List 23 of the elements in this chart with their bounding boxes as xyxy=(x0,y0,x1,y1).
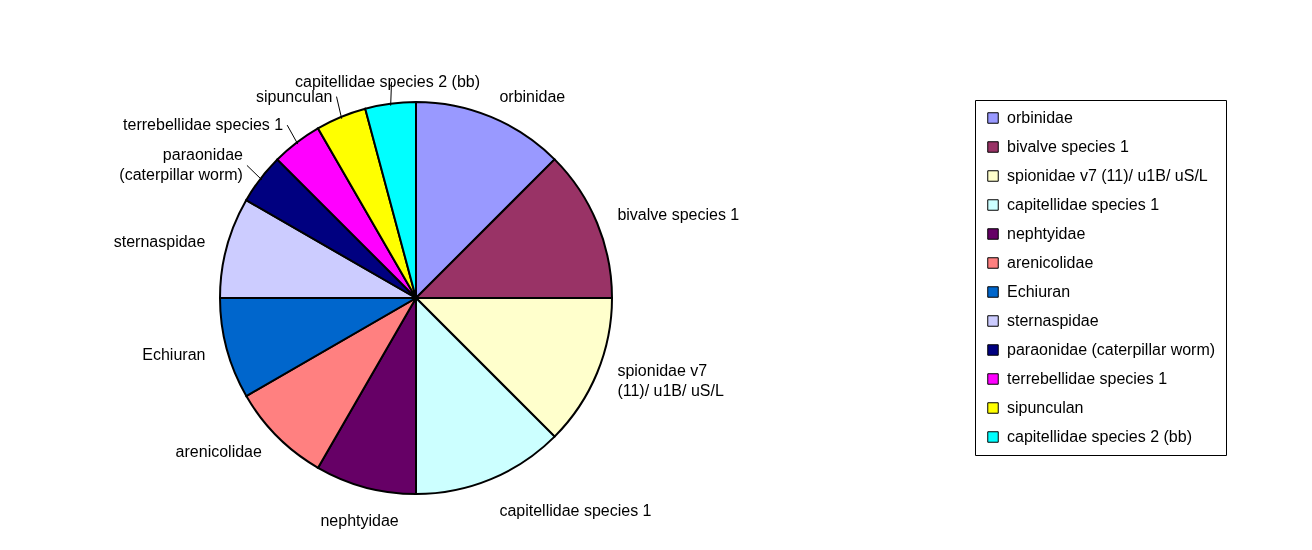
slice-label: orbinidae xyxy=(499,87,566,105)
legend-label: orbinidae xyxy=(1007,109,1073,126)
slice-label: capitellidae species 2 (bb) xyxy=(295,72,481,90)
slice-label: nephtyidae xyxy=(320,511,399,529)
legend-label: nephtyidae xyxy=(1007,225,1086,242)
legend-label: terrebellidae species 1 xyxy=(1007,370,1168,387)
legend-label: sipunculan xyxy=(1007,399,1084,416)
legend-label: capitellidae species 1 xyxy=(1007,196,1160,213)
legend-label: paraonidae (caterpillar worm) xyxy=(1007,341,1216,358)
legend-label: bivalve species 1 xyxy=(1007,138,1129,155)
slice-label: bivalve species 1 xyxy=(617,205,740,223)
slice-label: paraonidae (caterpillar worm) xyxy=(119,146,244,184)
slice-label: Echiuran xyxy=(142,345,206,363)
slice-label: sternaspidae xyxy=(113,232,206,250)
slice-label: arenicolidae xyxy=(175,443,262,461)
slice-label: terrebellidae species 1 xyxy=(123,116,284,134)
legend-label: arenicolidae xyxy=(1007,254,1094,271)
slice-label: spionidae v7 (11)/ u1B/ uS/L xyxy=(617,362,724,400)
legend-label: capitellidae species 2 (bb) xyxy=(1007,428,1192,445)
legend-label: sternaspidae xyxy=(1007,312,1099,329)
legend-label: Echiuran xyxy=(1007,283,1071,300)
legend-label: spionidae v7 (11)/ u1B/ uS/L xyxy=(1007,167,1208,184)
slice-label: capitellidae species 1 xyxy=(499,502,652,520)
